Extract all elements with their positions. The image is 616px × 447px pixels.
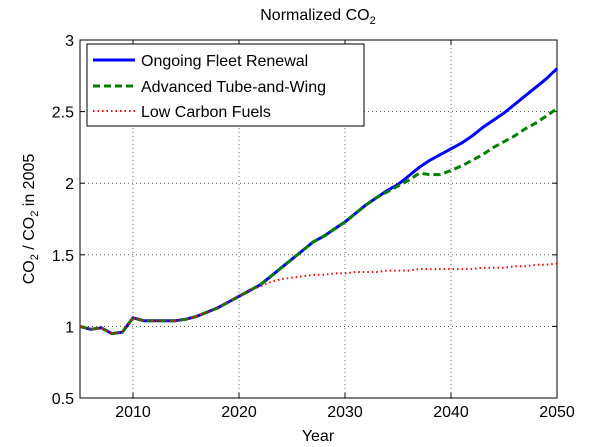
series-lines (79, 67, 559, 336)
y-axis-label-subscript: 2 (29, 254, 41, 260)
legend-label-advanced-tube-and-wing: Advanced Tube-and-Wing (141, 79, 326, 96)
chart-title-subscript: 2 (370, 15, 376, 27)
legend-label-low-carbon-fuels: Low Carbon Fuels (141, 104, 271, 121)
y-axis-label-part: CO (21, 260, 38, 284)
x-tick-label: 2030 (327, 404, 363, 421)
plot-area-frame (79, 39, 558, 399)
x-tick-label: 2010 (115, 404, 151, 421)
x-axis-label: Year (302, 428, 335, 445)
series-line-advanced-tube-and-wing (79, 107, 558, 336)
x-tick-label: 2050 (539, 404, 575, 421)
y-tick-label: 3 (65, 33, 74, 50)
y-tick-label: 1 (65, 319, 74, 336)
legend-label-ongoing-fleet-renewal: Ongoing Fleet Renewal (141, 53, 308, 70)
chart-title-main: Normalized CO (260, 7, 369, 24)
series-line-low-carbon-fuels (79, 262, 558, 335)
y-tick-label: 2.5 (52, 105, 74, 122)
legend-box (86, 43, 365, 127)
x-tick-label: 2020 (221, 404, 257, 421)
y-axis-label-subscript: 2 (29, 211, 41, 217)
y-axis-label: CO2 / CO2 in 2005 (21, 154, 41, 285)
axis-ticks: 2010 2020 2030 2040 2050 0.5 1 1.5 2 2.5 3 (52, 33, 575, 421)
x-tick-label: 2040 (433, 404, 469, 421)
y-axis-label-part: / CO (21, 217, 38, 254)
y-tick-label: 1.5 (52, 248, 74, 265)
y-tick-label: 2 (65, 176, 74, 193)
y-axis-label-part: in 2005 (21, 154, 38, 211)
chart-title: Normalized CO2 (260, 7, 375, 27)
legend: Ongoing Fleet Renewal Advanced Tube-and-… (86, 43, 365, 127)
y-tick-label: 0.5 (52, 391, 74, 408)
